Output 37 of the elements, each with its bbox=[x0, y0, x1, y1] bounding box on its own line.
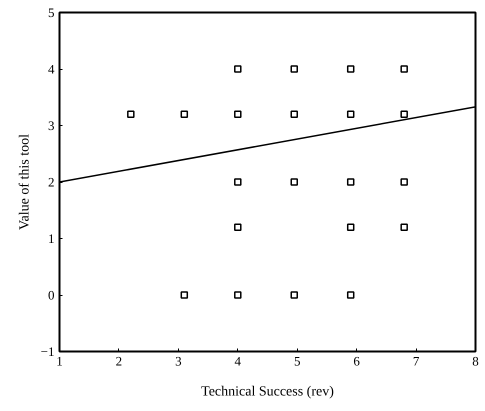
x-tick-label: 7 bbox=[412, 354, 420, 368]
y-tick-label: 4 bbox=[48, 62, 55, 76]
point bbox=[234, 178, 242, 186]
x-tick-label: 3 bbox=[175, 354, 182, 368]
x-tick-label: 2 bbox=[116, 354, 122, 368]
y-tick-label: 0 bbox=[48, 288, 54, 302]
point bbox=[346, 291, 354, 299]
point bbox=[234, 110, 242, 118]
y-tick-label: 5 bbox=[48, 5, 54, 20]
point bbox=[290, 65, 298, 73]
x-tick-label: 8 bbox=[472, 354, 479, 368]
point bbox=[346, 178, 354, 186]
point bbox=[180, 291, 188, 299]
point bbox=[346, 110, 354, 118]
y-tick-label: 3 bbox=[48, 118, 54, 133]
x-tick-label: 4 bbox=[234, 354, 242, 368]
point bbox=[127, 110, 135, 118]
y-tick-label: −1 bbox=[40, 344, 55, 359]
point bbox=[346, 65, 354, 73]
y-tick-label: 2 bbox=[48, 174, 54, 190]
x-tick-label: 5 bbox=[294, 354, 300, 368]
point bbox=[290, 178, 298, 186]
point bbox=[400, 178, 408, 186]
point bbox=[234, 223, 242, 231]
point bbox=[234, 291, 242, 299]
point bbox=[234, 65, 242, 73]
point bbox=[180, 110, 188, 118]
point bbox=[400, 223, 408, 231]
point bbox=[290, 110, 298, 118]
x-axis-title: Technical Success (rev) bbox=[201, 384, 334, 400]
point bbox=[400, 110, 408, 118]
point bbox=[346, 223, 354, 231]
x-tick-label: 6 bbox=[353, 354, 360, 368]
y-tick-label: 1 bbox=[48, 231, 54, 246]
y-axis-title: Value of this tool bbox=[18, 134, 33, 230]
point bbox=[290, 291, 298, 299]
point bbox=[400, 65, 408, 73]
